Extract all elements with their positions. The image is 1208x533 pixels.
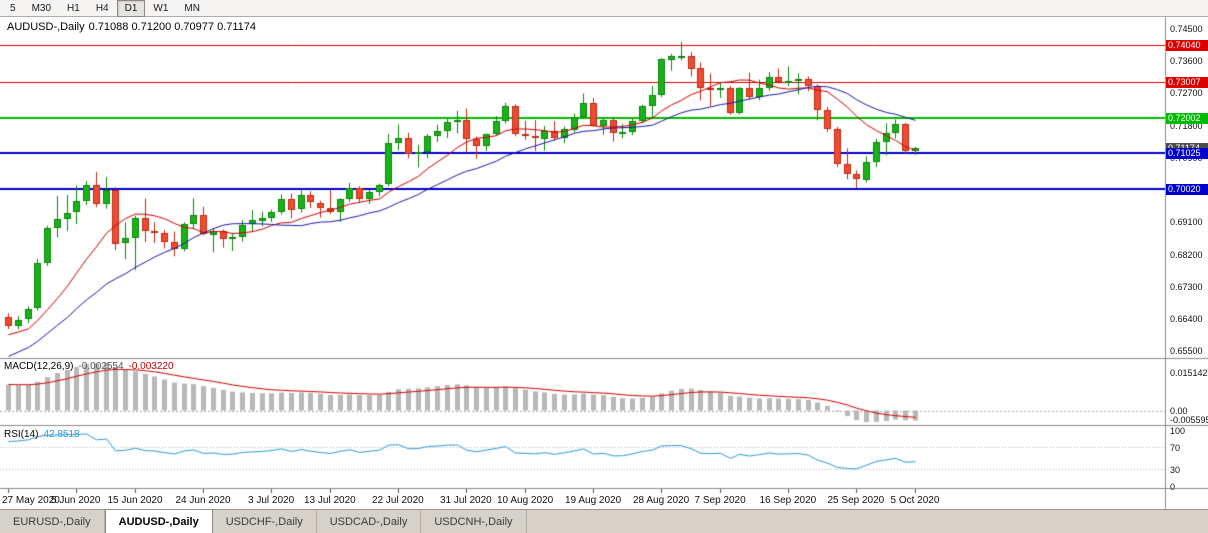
chart-title-symbol: AUDUSD-,Daily [7, 21, 85, 33]
timeframe-button-mn[interactable]: MN [184, 2, 200, 14]
macd-value-signal: -0.003220 [128, 361, 174, 372]
timeframe-button-h1[interactable]: H1 [67, 2, 80, 14]
chart-tab-eurusd-daily[interactable]: EURUSD-,Daily [0, 510, 105, 533]
macd-name: MACD(12,26,9) [4, 361, 74, 372]
timeframe-button-5[interactable]: 5 [10, 2, 16, 14]
rsi-name: RSI(14) [4, 429, 39, 440]
timeframe-button-m30[interactable]: M30 [31, 2, 52, 14]
macd-indicator-label: MACD(12,26,9) -0.002554 -0.003220 [4, 361, 179, 372]
timeframe-toolbar: 5 M30 H1 H4 D1 W1 MN [0, 0, 1208, 17]
chart-tab-usdcnh-daily[interactable]: USDCNH-,Daily [421, 510, 527, 533]
rsi-indicator-label: RSI(14) 42.8518 [4, 429, 85, 440]
chart-tab-usdchf-daily[interactable]: USDCHF-,Daily [213, 510, 317, 533]
chart-title-ohlc: 0.71088 0.71200 0.70977 0.71174 [88, 21, 257, 33]
chart-tabs-bar: EURUSD-,Daily AUDUSD-,Daily USDCHF-,Daily U… [0, 509, 1208, 533]
chart-tab-usdcad-daily[interactable]: USDCAD-,Daily [317, 510, 422, 533]
chart-title: AUDUSD-,Daily 0.71088 0.71200 0.70977 0.7… [7, 21, 260, 33]
macd-value-main: -0.002554 [78, 361, 124, 372]
timeframe-button-w1[interactable]: W1 [153, 2, 169, 14]
chart-tab-audusd-daily[interactable]: AUDUSD-,Daily [104, 510, 213, 533]
timeframe-button-d1[interactable]: D1 [116, 0, 146, 17]
rsi-value: 42.8518 [43, 429, 80, 440]
timeframe-button-h4[interactable]: H4 [95, 2, 109, 14]
